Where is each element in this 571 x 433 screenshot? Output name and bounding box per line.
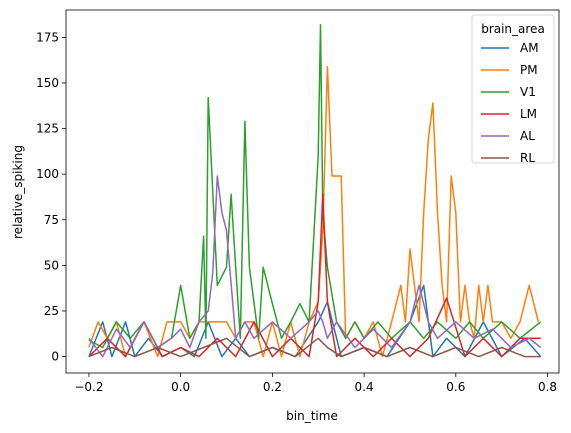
series-line-v1: [88, 23, 542, 349]
legend: brain_area AM PM V1 LM AL RL: [471, 14, 555, 165]
y-tick-label: 125: [36, 122, 59, 136]
series-line-lm: [88, 193, 541, 358]
x-tick-label: −0.2: [74, 380, 103, 394]
legend-label-am: AM: [520, 41, 539, 55]
y-tick-label: 25: [44, 304, 59, 318]
legend-label-al: AL: [520, 129, 535, 143]
series-line-al: [88, 175, 542, 358]
plot-lines: [88, 23, 542, 358]
legend-entries: AM PM V1 LM AL RL: [481, 41, 539, 165]
y-tick-label: 175: [36, 30, 59, 44]
x-tick-label: 0.0: [171, 380, 190, 394]
x-tick-label: 0.2: [263, 380, 282, 394]
y-tick-label: 0: [51, 350, 59, 364]
y-tick-label: 150: [36, 76, 59, 90]
legend-box: [471, 14, 555, 164]
legend-label-rl: RL: [520, 151, 535, 165]
x-axis-label: bin_time: [286, 409, 338, 423]
x-tick-label: 0.4: [355, 380, 374, 394]
y-tick-label: 50: [44, 258, 59, 272]
legend-label-v1: V1: [520, 85, 536, 99]
x-tick-label: 0.6: [446, 380, 465, 394]
series-line-rl: [88, 337, 541, 358]
y-tick-label: 75: [44, 213, 59, 227]
x-axis-ticks: −0.2 0.0 0.2 0.4 0.6 0.8: [74, 373, 557, 394]
series-line-pm: [88, 65, 540, 358]
y-axis-label: relative_spiking: [11, 145, 25, 239]
y-tick-label: 100: [36, 167, 59, 181]
x-tick-label: 0.8: [538, 380, 557, 394]
legend-title: brain_area: [481, 22, 545, 36]
legend-label-lm: LM: [520, 107, 537, 121]
legend-label-pm: PM: [520, 63, 538, 77]
y-axis-ticks: 0 25 50 75 100 125 150 175: [36, 30, 66, 364]
axes-frame: [65, 9, 560, 374]
